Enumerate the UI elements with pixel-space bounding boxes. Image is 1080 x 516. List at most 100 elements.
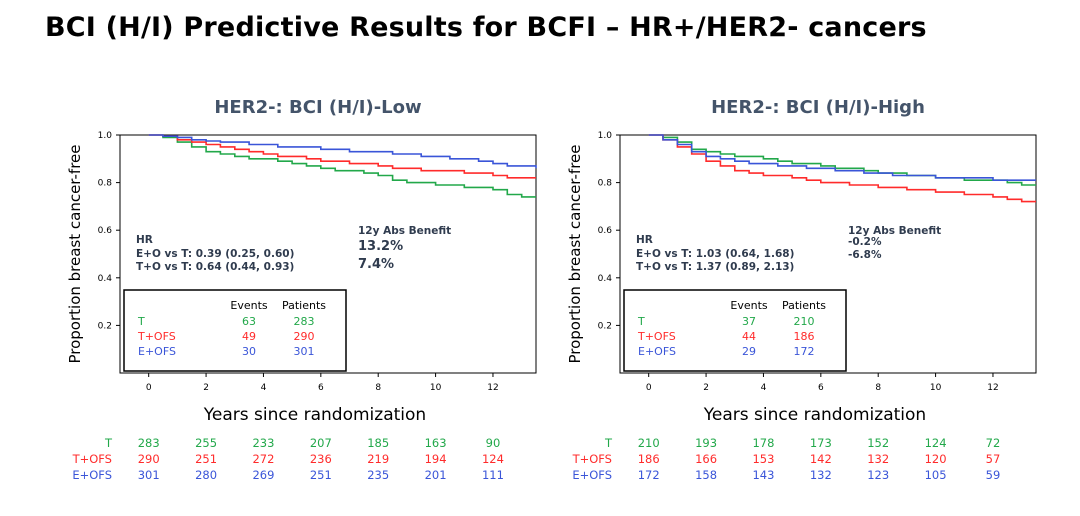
legend-events: 63 [242,315,256,328]
legend-label: T+OFS [637,330,676,343]
x-tick-label: 10 [930,383,942,393]
axes-frame [619,134,1037,374]
km-plot-bci-low: HER2-: BCI (H/I)-Low 0.2 0.4 0.6 0.8 1.0 0 2 4 6 8… [66,97,537,482]
risk-table-label: T+OFS [572,452,612,466]
km-curve-t [148,134,536,198]
x-axis-label: Years since randomization [203,405,426,425]
panel-title: HER2-: BCI (H/I)-High [711,97,925,118]
legend-events: 44 [742,330,756,343]
legend-label: E+OFS [138,345,176,358]
legend-header-events: Events [230,299,268,312]
risk-table-value: 193 [695,436,717,450]
x-tick-label: 2 [203,383,209,393]
slide-title: BCI (H/I) Predictive Results for BCFI – … [45,12,927,43]
legend-patients: 283 [294,315,315,328]
panel-title: HER2-: BCI (H/I)-Low [214,97,421,118]
risk-table-label: E+OFS [72,468,112,482]
risk-table-value: 185 [367,436,389,450]
risk-table-label: T [604,436,613,450]
km-curve-e-ofs [648,134,1036,181]
risk-table-value: 111 [482,468,504,482]
risk-table-value: 233 [252,436,274,450]
risk-table-value: 142 [810,452,832,466]
legend-label: T [637,315,645,328]
risk-table-value: 194 [425,452,447,466]
legend-header-patients: Patients [782,299,826,312]
risk-table-value: 272 [252,452,274,466]
risk-table-value: 153 [752,452,774,466]
risk-table-value: 178 [752,436,774,450]
legend-events: 49 [242,330,256,343]
x-tick-label: 8 [375,383,381,393]
hr-line: T+O vs T: 1.37 (0.89, 2.13) [636,261,794,273]
risk-table-value: 124 [482,452,504,466]
y-tick-label: 0.2 [98,321,112,331]
hr-title: HR [636,234,653,246]
legend-header-patients: Patients [282,299,326,312]
risk-table-value: 90 [486,436,501,450]
abs-benefit-value: 7.4% [358,257,394,272]
risk-table-value: 173 [810,436,832,450]
y-axis-label: Proportion breast cancer-free [66,144,84,363]
risk-table-value: 72 [986,436,1001,450]
hr-line: E+O vs T: 0.39 (0.25, 0.60) [136,248,294,260]
x-tick-label: 4 [761,383,767,393]
y-tick-label: 1.0 [598,131,613,141]
risk-table-value: 251 [195,452,217,466]
y-tick-label: 1.0 [98,131,113,141]
y-tick-label: 0.4 [98,274,113,284]
abs-benefit-title: 12y Abs Benefit [848,225,941,237]
risk-table-value: 132 [810,468,832,482]
risk-table-label: T+OFS [72,452,112,466]
risk-table-value: 269 [252,468,274,482]
legend-box [123,289,347,372]
risk-table-value: 301 [138,468,160,482]
risk-table-value: 172 [638,468,660,482]
x-tick-label: 0 [646,383,652,393]
x-tick-label: 12 [487,383,498,393]
x-tick-label: 6 [818,383,824,393]
risk-table-label: E+OFS [572,468,612,482]
x-tick-label: 6 [318,383,324,393]
legend-label: T [137,315,145,328]
risk-table-label: T [104,436,113,450]
risk-table-value: 219 [367,452,389,466]
legend-label: E+OFS [638,345,676,358]
x-tick-label: 0 [146,383,152,393]
axes-frame [119,134,537,374]
y-tick-label: 0.8 [98,179,113,189]
abs-benefit-value: -6.8% [848,249,882,261]
km-plot-bci-high: HER2-: BCI (H/I)-High 0.2 0.4 0.6 0.8 1.0 0 2 4 6… [566,97,1037,482]
abs-benefit-title: 12y Abs Benefit [358,225,451,237]
legend-header-events: Events [730,299,768,312]
risk-table-value: 120 [925,452,947,466]
x-tick-label: 4 [261,383,267,393]
risk-table-value: 143 [752,468,774,482]
km-curve-t-ofs [648,134,1036,203]
risk-table-value: 207 [310,436,332,450]
risk-table-value: 201 [425,468,447,482]
x-tick-label: 2 [703,383,709,393]
legend-patients: 290 [294,330,315,343]
risk-table-value: 59 [986,468,1001,482]
risk-table-value: 290 [138,452,160,466]
abs-benefit-value: -0.2% [848,236,882,248]
y-tick-label: 0.8 [598,179,613,189]
km-curve-e-ofs [148,134,537,169]
risk-table-value: 280 [195,468,217,482]
risk-table-value: 235 [367,468,389,482]
y-tick-label: 0.2 [598,321,612,331]
risk-table-value: 123 [867,468,889,482]
hr-title: HR [136,234,153,246]
hr-line: T+O vs T: 0.64 (0.44, 0.93) [136,261,294,273]
risk-table-value: 163 [425,436,447,450]
risk-table-value: 152 [867,436,889,450]
risk-table-value: 132 [867,452,889,466]
legend-box [623,289,847,372]
legend-patients: 210 [794,315,815,328]
x-tick-label: 12 [987,383,998,393]
abs-benefit-value: 13.2% [358,239,403,254]
risk-table-value: 283 [138,436,160,450]
legend-label: T+OFS [137,330,176,343]
km-curve-t-ofs [148,134,536,179]
